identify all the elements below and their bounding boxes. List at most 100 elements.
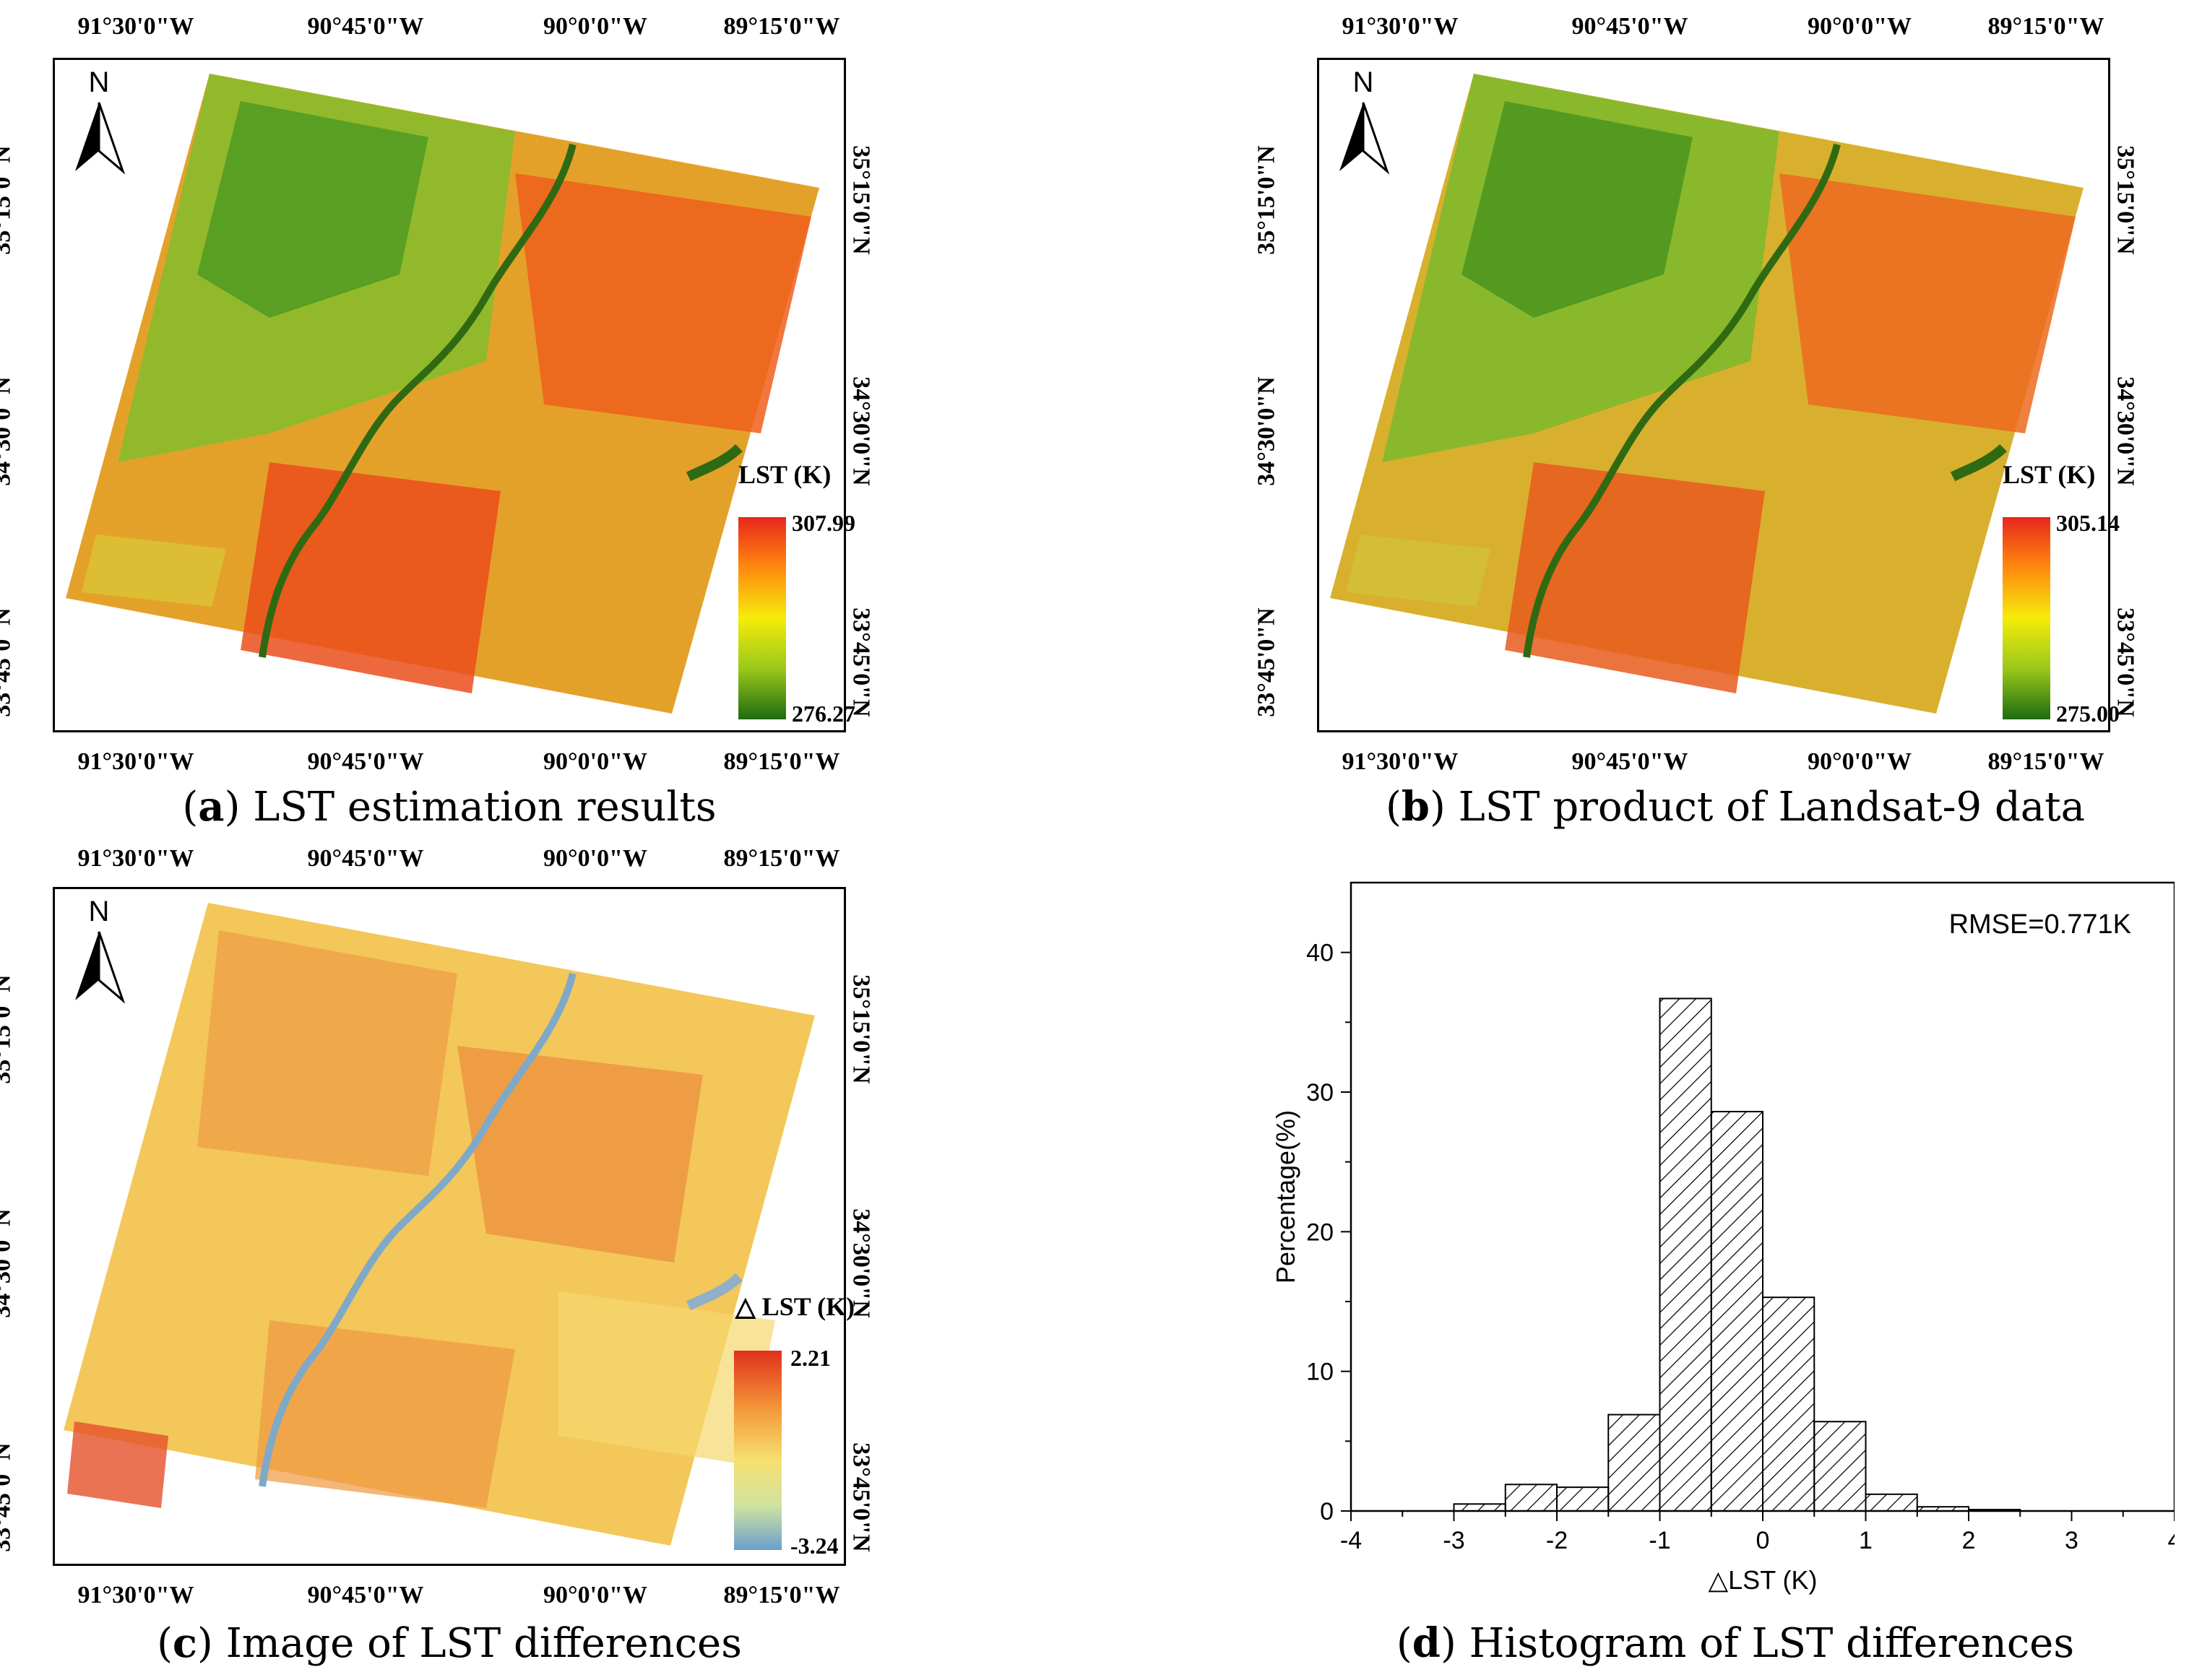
lon-tick-bottom-4: 89°15'0"W [724, 748, 840, 776]
legend-max-b: 305.14 [2056, 510, 2120, 537]
caption-letter-d: d [1412, 1619, 1441, 1667]
lat-tick-right-1: 35°15'0"N [847, 974, 875, 1083]
map-raster-c [53, 887, 846, 1566]
x-tick-label: 2 [1962, 1527, 1976, 1554]
histogram-bar [1660, 998, 1711, 1511]
caption-text-b: LST product of Landsat-9 data [1459, 784, 2085, 831]
north-arrow-c: N [72, 896, 126, 1010]
lat-tick-left-1: 35°15'0"N [1253, 145, 1281, 254]
map-raster-b [1317, 58, 2110, 732]
caption-text-d: Histogram of LST differences [1469, 1620, 2074, 1667]
histogram-bar [1969, 1510, 2020, 1511]
histogram-bar [1454, 1504, 1506, 1511]
lon-tick-top-2: 90°45'0"W [308, 845, 424, 873]
lat-tick-left-1: 35°15'0"N [0, 974, 17, 1083]
caption-b: (b) LST product of Landsat-9 data [1386, 783, 2085, 831]
lon-tick-bottom-1: 91°30'0"W [78, 1582, 194, 1609]
x-tick-label: -2 [1546, 1527, 1568, 1554]
lon-tick-top-3: 90°0'0"W [543, 13, 647, 40]
caption-letter-a: a [198, 783, 224, 831]
histogram-bar [1608, 1415, 1659, 1511]
legend-min-a: 276.27 [792, 701, 855, 727]
lon-tick-top-3: 90°0'0"W [543, 845, 647, 873]
legend-bar-c [734, 1351, 782, 1550]
caption-letter-c: c [173, 1619, 197, 1667]
x-tick-label: 1 [1859, 1527, 1873, 1554]
y-axis-label: Percentage(%) [1271, 1110, 1300, 1283]
lon-tick-top-4: 89°15'0"W [1988, 13, 2104, 40]
lon-tick-bottom-2: 90°45'0"W [308, 748, 424, 776]
lon-tick-bottom-3: 90°0'0"W [543, 1582, 647, 1609]
histogram-bar [1557, 1487, 1608, 1511]
y-tick-label: 30 [1306, 1079, 1334, 1107]
lon-tick-top-1: 91°30'0"W [78, 13, 194, 40]
histogram-bar [1866, 1494, 1917, 1511]
lon-tick-bottom-4: 89°15'0"W [1988, 748, 2104, 776]
north-arrow-a: N [72, 66, 126, 181]
lat-tick-left-3: 33°45'0"N [0, 1442, 17, 1551]
x-tick-label: 0 [1756, 1527, 1770, 1554]
y-tick-label: 20 [1306, 1218, 1334, 1246]
caption-d: (d) Histogram of LST differences [1396, 1619, 2074, 1667]
lat-tick-left-2: 34°30'0"N [0, 1208, 17, 1317]
lon-tick-top-4: 89°15'0"W [724, 13, 840, 40]
lon-tick-top-1: 91°30'0"W [1342, 13, 1459, 40]
legend-title-b: LST (K) [2003, 459, 2095, 490]
histogram-chart: -4-3-2-101234010203040△LST (K)Percentage… [1271, 867, 2175, 1603]
legend-min-b: 275.00 [2056, 701, 2120, 727]
caption-c: (c) Image of LST differences [157, 1619, 742, 1667]
legend-bar-b [2003, 517, 2050, 719]
x-tick-label: -3 [1443, 1527, 1464, 1554]
y-tick-label: 10 [1306, 1359, 1334, 1386]
x-tick-label: 4 [2168, 1527, 2175, 1554]
lat-tick-right-3: 33°45'0"N [847, 1442, 875, 1551]
legend-title-a: LST (K) [738, 459, 831, 490]
lon-tick-top-2: 90°45'0"W [308, 13, 424, 40]
lon-tick-top-2: 90°45'0"W [1572, 13, 1688, 40]
lon-tick-top-3: 90°0'0"W [1808, 13, 1912, 40]
legend-title-c: △ LST (K) [735, 1291, 855, 1322]
caption-text-c: Image of LST differences [226, 1620, 742, 1667]
legend-max-c: 2.21 [790, 1345, 831, 1372]
legend-bar-a [738, 517, 786, 719]
north-label: N [1337, 66, 1390, 99]
y-tick-label: 40 [1306, 940, 1334, 967]
x-tick-label: -1 [1649, 1527, 1670, 1554]
histogram-bar [1506, 1484, 1557, 1511]
lat-tick-right-1: 35°15'0"N [2112, 145, 2139, 254]
lon-tick-top-4: 89°15'0"W [724, 845, 840, 873]
lat-tick-left-2: 34°30'0"N [0, 376, 17, 485]
lat-tick-left-1: 35°15'0"N [0, 145, 17, 254]
lon-tick-top-1: 91°30'0"W [78, 845, 194, 873]
lat-tick-left-3: 33°45'0"N [1253, 607, 1281, 716]
north-arrow-icon [1337, 99, 1390, 178]
caption-a: (a) LST estimation results [182, 783, 716, 831]
y-tick-label: 0 [1320, 1498, 1334, 1525]
lon-tick-bottom-4: 89°15'0"W [724, 1582, 840, 1609]
lat-tick-right-2: 34°30'0"N [847, 376, 875, 485]
histogram-bar [1763, 1297, 1814, 1511]
caption-text-a: LST estimation results [253, 784, 716, 831]
lon-tick-bottom-1: 91°30'0"W [78, 748, 194, 776]
x-tick-label: 3 [2065, 1527, 2078, 1554]
legend-min-c: -3.24 [790, 1533, 839, 1559]
lon-tick-bottom-3: 90°0'0"W [543, 748, 647, 776]
lat-tick-right-1: 35°15'0"N [847, 145, 875, 254]
north-label: N [72, 896, 126, 928]
north-arrow-icon [72, 928, 126, 1008]
histogram-bar [1711, 1112, 1763, 1511]
north-arrow-icon [72, 99, 126, 178]
caption-letter-b: b [1402, 783, 1430, 831]
lat-tick-left-2: 34°30'0"N [1253, 376, 1281, 485]
legend-max-a: 307.99 [792, 510, 855, 537]
lon-tick-bottom-2: 90°45'0"W [308, 1582, 424, 1609]
lat-tick-left-3: 33°45'0"N [0, 607, 17, 716]
north-label: N [72, 66, 126, 99]
x-tick-label: -4 [1340, 1527, 1362, 1554]
histogram-bar [1917, 1507, 1969, 1511]
histogram-bar [1814, 1421, 1865, 1511]
lon-tick-bottom-2: 90°45'0"W [1572, 748, 1688, 776]
map-raster-a [53, 58, 846, 732]
north-arrow-b: N [1337, 66, 1390, 181]
x-axis-label: △LST (K) [1708, 1565, 1817, 1595]
